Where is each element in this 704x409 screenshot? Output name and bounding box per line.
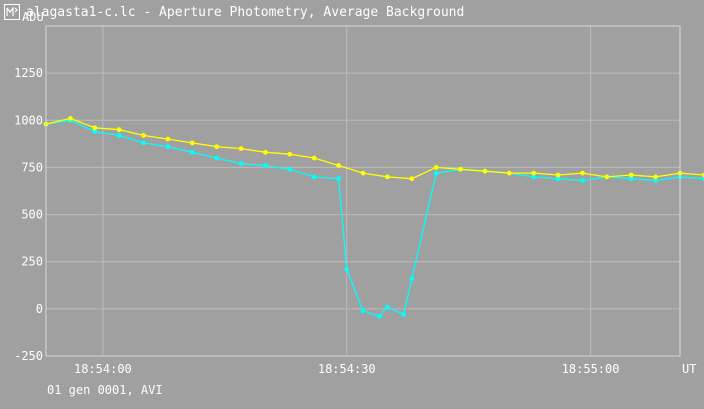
data-point: [263, 149, 268, 155]
y-tick-label: 250: [21, 255, 43, 269]
data-point: [555, 176, 561, 182]
y-tick-label: 750: [21, 160, 43, 174]
data-point: [92, 129, 98, 135]
data-point: [385, 174, 390, 180]
data-point: [141, 140, 146, 146]
x-tick-label: 18:55:00: [562, 362, 620, 376]
data-point: [385, 304, 390, 310]
data-point: [360, 170, 366, 176]
data-point: [531, 170, 537, 176]
grid: [46, 26, 680, 357]
footer-date: 01 gen 0001, AVI: [47, 383, 163, 397]
data-point: [555, 172, 561, 178]
data-point: [531, 174, 537, 180]
data-point: [336, 163, 341, 168]
data-point: [238, 161, 244, 167]
y-axis-label: ADU: [22, 10, 44, 24]
data-point: [401, 312, 406, 317]
data-point: [141, 133, 146, 138]
data-point: [68, 116, 73, 121]
data-point: [263, 163, 268, 168]
data-point: [92, 125, 98, 131]
data-point: [628, 176, 634, 182]
data-point: [580, 170, 585, 176]
data-point: [287, 166, 293, 172]
data-point: [311, 174, 317, 180]
window-title: alagasta1-c.lc - Aperture Photometry, Av…: [26, 5, 465, 20]
y-tick-label: -250: [14, 349, 43, 363]
series-line-2: [45, 117, 704, 180]
data-point: [238, 146, 244, 152]
data-point: [165, 144, 171, 150]
data-point: [409, 276, 415, 282]
plot-frame: [45, 25, 681, 357]
data-point: [214, 155, 220, 161]
data-point: [482, 168, 488, 174]
data-point: [344, 266, 350, 272]
y-tick-label: 500: [21, 208, 43, 222]
title-bar: alagasta1-c.lc - Aperture Photometry, Av…: [0, 0, 704, 24]
data-point: [165, 136, 171, 142]
data-point: [116, 127, 122, 133]
y-tick-label: 1250: [14, 66, 43, 80]
x-tick-label: 18:54:00: [74, 362, 132, 376]
data-point: [458, 166, 463, 172]
data-point: [189, 149, 195, 155]
series-line-1: [45, 119, 704, 318]
data-point: [580, 178, 585, 184]
data-point: [214, 144, 220, 150]
data-point: [360, 308, 366, 314]
data-point: [604, 174, 610, 180]
data-point: [409, 176, 415, 182]
data-point: [336, 176, 341, 182]
app-logo-icon: [4, 4, 20, 20]
y-tick-label: 0: [36, 302, 43, 316]
data-point: [376, 314, 382, 319]
data-point: [311, 155, 317, 161]
data-point: [116, 133, 122, 138]
data-point: [287, 151, 293, 157]
axis-labels: -250 0 250 500 750 1000 1250 18:54:00 18:54:30 18…: [14, 10, 696, 376]
data-point: [433, 170, 439, 176]
data-point: [653, 174, 658, 180]
series-layer: [43, 116, 704, 319]
y-tick-label: 1000: [14, 113, 43, 127]
data-point: [506, 170, 512, 176]
x-axis-label: UT: [682, 362, 696, 376]
data-point: [628, 172, 634, 178]
data-point: [433, 165, 439, 170]
data-point: [189, 140, 195, 146]
x-tick-label: 18:54:30: [318, 362, 376, 376]
data-point: [653, 178, 658, 184]
